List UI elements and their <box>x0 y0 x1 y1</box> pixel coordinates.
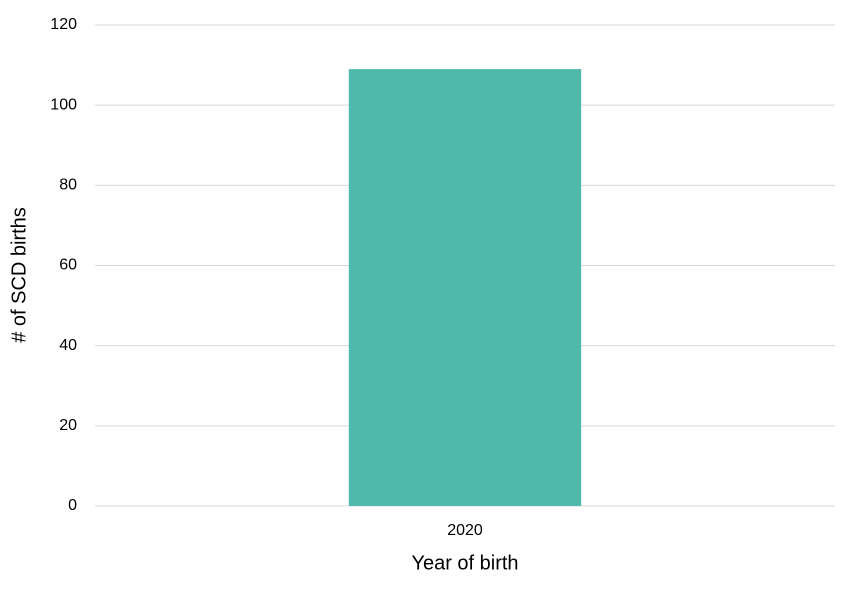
y-tick-label: 100 <box>50 96 77 113</box>
bar <box>348 69 582 506</box>
y-tick-label: 40 <box>59 337 77 354</box>
x-axis-title: Year of birth <box>411 552 518 574</box>
y-axis-title: # of SCD births <box>8 207 30 343</box>
x-tick-label: 2020 <box>447 522 483 539</box>
y-tick-label: 20 <box>59 417 77 434</box>
y-tick-label: 80 <box>59 177 77 194</box>
y-tick-label: 0 <box>68 497 77 514</box>
y-tick-label: 60 <box>59 257 77 274</box>
y-tick-label: 120 <box>50 16 77 33</box>
